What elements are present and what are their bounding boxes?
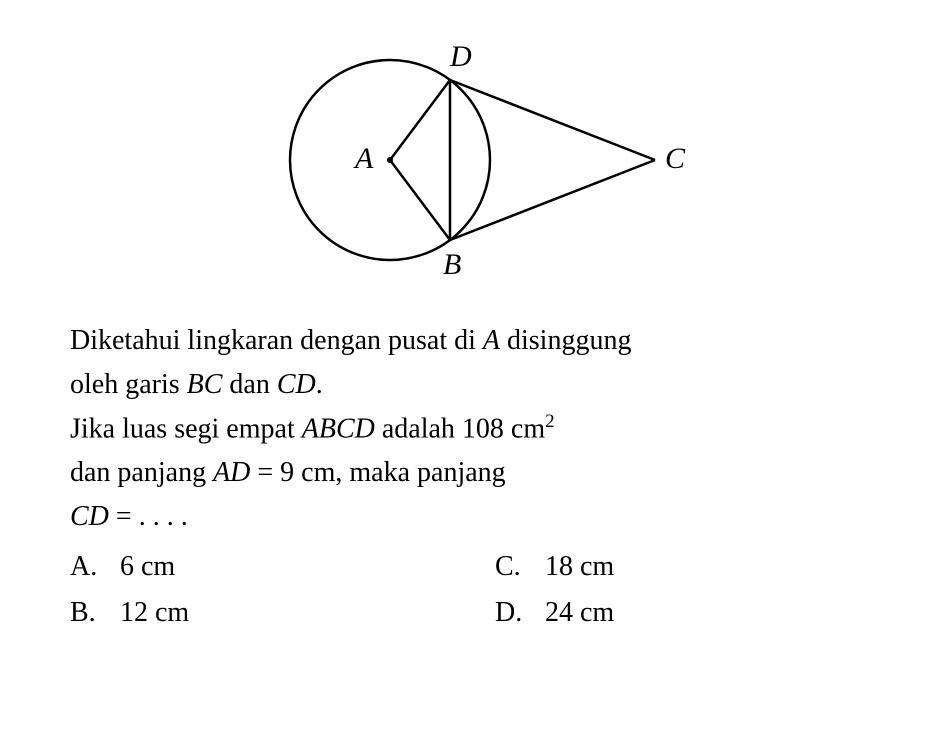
option-d: D. 24 cm [495,592,860,634]
var-bc: BC [187,369,223,400]
superscript: 2 [545,411,555,432]
var-a: A [483,325,500,356]
options-grid: A. 6 cm C. 18 cm B. 12 cm D. 24 cm [70,546,860,634]
text-line-3: Jika luas segi empat ABCD adalah 108 cm2 [70,408,860,450]
problem-text: Diketahui lingkaran dengan pusat di A di… [60,320,870,634]
geometry-diagram: D A B C [215,30,715,290]
diagram-line [390,160,450,240]
var-abcd: ABCD [302,413,375,444]
text-fragment: = . . . . [109,501,188,532]
text-line-1: Diketahui lingkaran dengan pusat di A di… [70,320,860,362]
var-cd2: CD [70,501,109,532]
var-cd: CD [277,369,316,400]
text-fragment: oleh garis [70,369,187,400]
text-line-2: oleh garis BC dan CD. [70,364,860,406]
option-c: C. 18 cm [495,546,860,588]
option-letter: B. [70,592,120,634]
point-a-dot [387,157,393,163]
text-fragment: dan panjang [70,457,213,488]
text-line-4: dan panjang AD = 9 cm, maka panjang [70,452,860,494]
label-c: C [665,142,685,176]
text-fragment: . [316,369,323,400]
text-line-5: CD = . . . . [70,496,860,538]
text-fragment: disinggung [500,325,631,356]
option-letter: A. [70,546,120,588]
option-value: 6 cm [120,546,175,588]
label-d: D [450,40,472,74]
text-fragment: = 9 cm, maka panjang [250,457,505,488]
diagram-container: D A B C [60,20,870,300]
text-fragment: Jika luas segi empat [70,413,302,444]
var-ad: AD [213,457,250,488]
option-value: 24 cm [545,592,614,634]
text-fragment: dan [222,369,276,400]
text-fragment: adalah 108 cm [375,413,545,444]
option-letter: C. [495,546,545,588]
label-a: A [355,142,373,176]
text-fragment: Diketahui lingkaran dengan pusat di [70,325,483,356]
option-a: A. 6 cm [70,546,435,588]
option-b: B. 12 cm [70,592,435,634]
diagram-line [390,80,450,160]
label-b: B [443,248,461,282]
diagram-lines [390,80,655,240]
option-value: 18 cm [545,546,614,588]
option-value: 12 cm [120,592,189,634]
option-letter: D. [495,592,545,634]
